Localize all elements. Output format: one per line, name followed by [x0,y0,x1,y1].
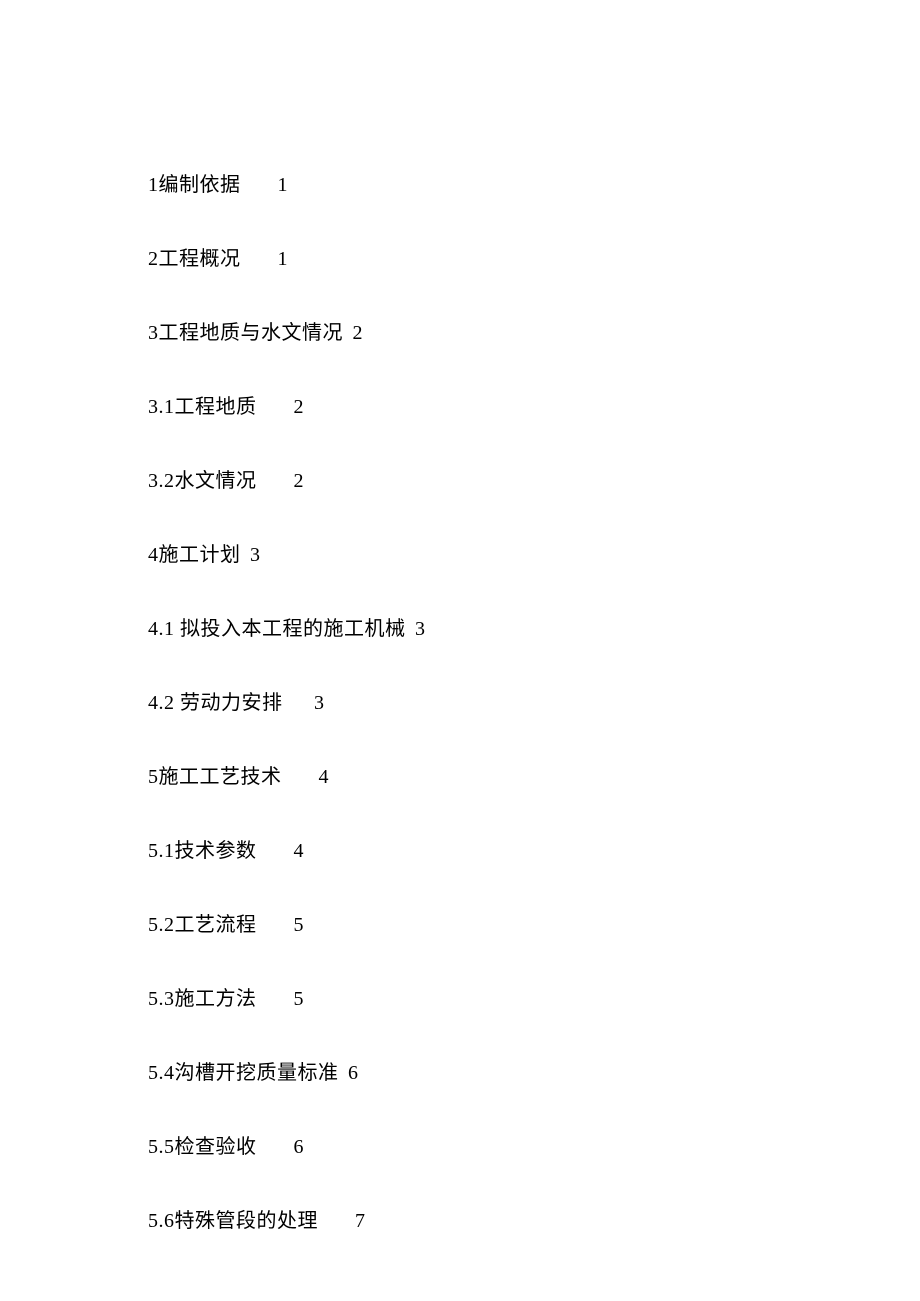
toc-page-number: 1 [278,174,289,196]
toc-entry: 5.1技术参数 4 [148,836,920,866]
toc-spacing [241,248,274,270]
toc-title: 5.6特殊管段的处理 [148,1210,318,1232]
toc-title: 3.2水文情况 [148,470,257,492]
toc-spacing [241,174,274,196]
toc-title: 2工程概况 [148,248,241,270]
toc-spacing [257,840,290,862]
toc-entry: 3.2水文情况 2 [148,466,920,496]
toc-spacing [318,1210,351,1232]
toc-entry: 3工程地质与水文情况 2 [148,318,920,348]
toc-spacing [257,396,290,418]
toc-title: 5.4沟槽开挖质量标准 [148,1062,339,1084]
toc-page-number: 2 [294,396,305,418]
toc-entry: 5.4沟槽开挖质量标准 6 [148,1058,920,1088]
toc-page-number: 6 [294,1136,305,1158]
toc-page-number: 4 [294,840,305,862]
toc-title: 3.1工程地质 [148,396,257,418]
toc-entry: 5施工工艺技术 4 [148,762,920,792]
toc-page-number: 6 [348,1062,359,1084]
toc-entry: 5.5检查验收 6 [148,1132,920,1162]
toc-entry: 5.3施工方法 5 [148,984,920,1014]
toc-spacing [339,1062,345,1084]
toc-page-number: 3 [314,692,325,714]
toc-page-number: 3 [415,618,426,640]
toc-entry: 4施工计划 3 [148,540,920,570]
toc-title: 4.1 拟投入本工程的施工机械 [148,618,406,640]
toc-spacing [257,1136,290,1158]
toc-spacing [257,470,290,492]
toc-spacing [406,618,412,640]
toc-page-number: 2 [294,470,305,492]
toc-page-number: 3 [250,544,261,566]
toc-entry: 5.2工艺流程 5 [148,910,920,940]
toc-title: 5.1技术参数 [148,840,257,862]
toc-title: 4.2 劳动力安排 [148,692,283,714]
toc-spacing [283,692,311,714]
toc-spacing [241,544,247,566]
toc-title: 5.2工艺流程 [148,914,257,936]
toc-entry: 2工程概况 1 [148,244,920,274]
toc-title: 3工程地质与水文情况 [148,322,343,344]
toc-entry: 3.1工程地质 2 [148,392,920,422]
toc-entry: 1编制依据 1 [148,170,920,200]
toc-page-number: 4 [319,766,330,788]
toc-entry: 4.1 拟投入本工程的施工机械 3 [148,614,920,644]
toc-page-number: 1 [278,248,289,270]
toc-title: 5.5检查验收 [148,1136,257,1158]
toc-title: 5.3施工方法 [148,988,257,1010]
toc-spacing [343,322,349,344]
toc-page-number: 2 [353,322,364,344]
toc-page-number: 5 [294,988,305,1010]
toc-title: 5施工工艺技术 [148,766,282,788]
toc-spacing [257,988,290,1010]
toc-page-number: 5 [294,914,305,936]
table-of-contents: 1编制依据 12工程概况 13工程地质与水文情况 23.1工程地质 23.2水文… [148,170,920,1236]
toc-spacing [282,766,315,788]
toc-spacing [257,914,290,936]
toc-page-number: 7 [355,1210,366,1232]
toc-title: 1编制依据 [148,174,241,196]
toc-title: 4施工计划 [148,544,241,566]
toc-entry: 4.2 劳动力安排 3 [148,688,920,718]
toc-entry: 5.6特殊管段的处理 7 [148,1206,920,1236]
